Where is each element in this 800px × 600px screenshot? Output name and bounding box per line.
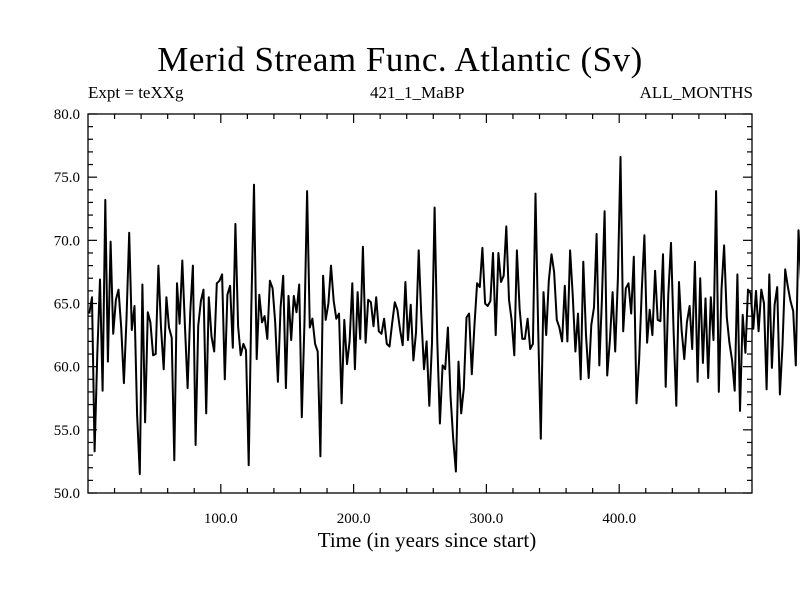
months-label: ALL_MONTHS (639, 83, 753, 102)
x-tick-label: 300.0 (470, 511, 504, 527)
y-tick-label: 65.0 (54, 297, 80, 313)
y-tick-label: 75.0 (54, 170, 80, 186)
x-axis-label: Time (in years since start) (318, 528, 537, 552)
plot-frame (87, 113, 753, 494)
expt-label: Expt = teXXg (88, 83, 184, 102)
y-tick-label: 60.0 (54, 360, 80, 376)
chart-title: Merid Stream Func. Atlantic (Sv) (157, 40, 643, 79)
axis-labels: 100.0 200.0 300.0 400.0 50.0 55.0 60.0 65.0 70.0… (54, 107, 636, 552)
x-tick-label: 400.0 (602, 511, 636, 527)
y-tick-label: 80.0 (54, 107, 80, 123)
y-tick-label: 55.0 (54, 423, 80, 439)
y-tick-label: 70.0 (54, 233, 80, 249)
x-tick-label: 200.0 (337, 511, 371, 527)
series-line-atlantic-msf (88, 156, 800, 476)
run-label: 421_1_MaBP (370, 83, 465, 102)
x-tick-label: 100.0 (204, 511, 238, 527)
axis-ticks (88, 113, 752, 494)
y-tick-label: 50.0 (54, 486, 80, 502)
